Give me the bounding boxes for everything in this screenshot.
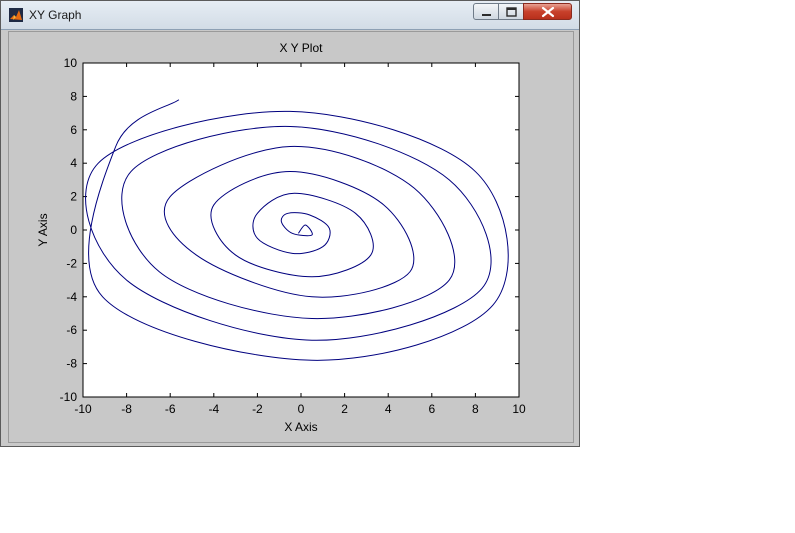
y-tick-label: 8 — [70, 89, 77, 103]
figure-area: X Y Plot -10 -8 -6 -4 -2 0 2 4 6 8 10 10 8 6 4 2 0 -2 -4 -6… — [8, 31, 574, 443]
maximize-icon — [506, 7, 517, 17]
y-axis-label: Y Axis — [36, 213, 50, 246]
x-tick-label: 4 — [385, 402, 392, 416]
matlab-icon — [9, 8, 23, 22]
x-tick-label: -10 — [74, 402, 92, 416]
maximize-button[interactable] — [498, 3, 524, 20]
x-tick-label: -6 — [165, 402, 176, 416]
x-tick-label: 10 — [512, 402, 526, 416]
y-tick-label: 4 — [70, 156, 77, 170]
y-tick-label: 10 — [64, 56, 78, 70]
x-tick-label: 0 — [298, 402, 305, 416]
x-tick-label: 8 — [472, 402, 479, 416]
minimize-icon — [482, 14, 491, 16]
x-tick-label: -4 — [208, 402, 219, 416]
x-tick-label: 2 — [341, 402, 348, 416]
x-tick-label: -8 — [121, 402, 132, 416]
xy-graph-window: XY Graph X Y Plot -10 -8 -6 -4 -2 0 2 4 6 8 10 10 8 6… — [0, 0, 580, 447]
title-bar[interactable]: XY Graph — [1, 1, 579, 30]
xy-plot: X Y Plot -10 -8 -6 -4 -2 0 2 4 6 8 10 10 8 6 4 2 0 -2 -4 -6… — [36, 41, 526, 434]
y-tick-label: -4 — [66, 290, 77, 304]
minimize-button[interactable] — [473, 3, 499, 20]
chart-title: X Y Plot — [280, 41, 324, 55]
tick-labels: -10 -8 -6 -4 -2 0 2 4 6 8 10 10 8 6 4 2 0 -2 -4 -6 -8 -10 — [60, 56, 526, 416]
x-tick-label: 6 — [428, 402, 435, 416]
axis-ticks — [82, 62, 520, 398]
spiral-series-line — [85, 99, 509, 361]
close-icon — [541, 6, 555, 18]
y-tick-label: 6 — [70, 123, 77, 137]
x-axis-label: X Axis — [284, 420, 317, 434]
y-tick-label: -10 — [60, 390, 78, 404]
y-tick-label: -6 — [66, 323, 77, 337]
x-tick-label: -2 — [252, 402, 263, 416]
window-title: XY Graph — [29, 8, 82, 22]
y-tick-label: -8 — [66, 357, 77, 371]
close-button[interactable] — [523, 3, 572, 20]
y-tick-label: -2 — [66, 256, 77, 270]
y-tick-label: 2 — [70, 190, 77, 204]
y-tick-label: 0 — [70, 223, 77, 237]
